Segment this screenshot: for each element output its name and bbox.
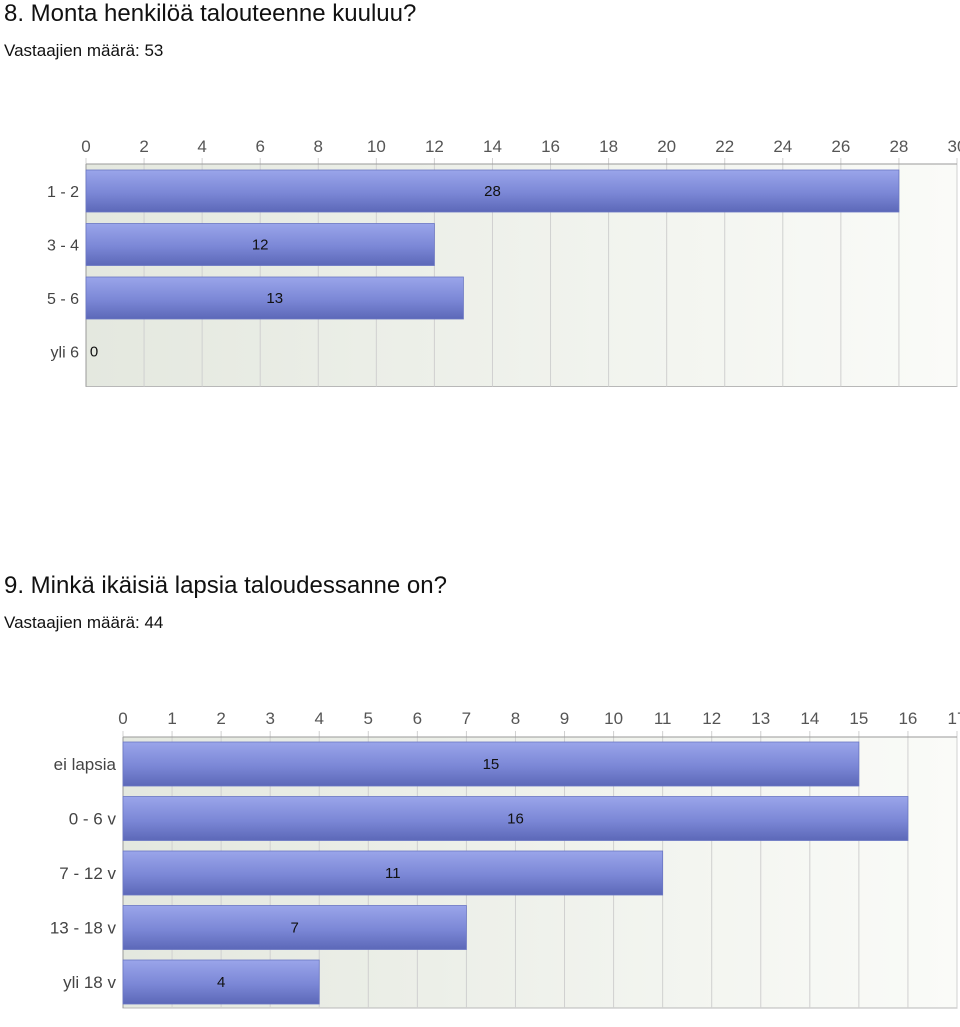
x-tick-label: 4 — [197, 137, 206, 156]
category-label: ei lapsia — [54, 755, 117, 774]
bar — [85, 276, 464, 320]
category-label: 5 - 6 — [47, 291, 79, 308]
category-label: 1 - 2 — [47, 184, 79, 201]
category-label: 3 - 4 — [47, 238, 79, 255]
category-label: 0 - 6 v — [69, 810, 117, 829]
chart-1-title: 8. Monta henkilöä talouteenne kuuluu? — [4, 0, 417, 27]
x-tick-label: 1 — [167, 709, 176, 728]
x-tick-label: 5 — [364, 709, 373, 728]
value-label: 11 — [385, 865, 401, 882]
bar — [122, 850, 664, 896]
value-label: 28 — [484, 183, 501, 200]
chart-1-subtitle: Vastaajien määrä: 53 — [4, 41, 164, 60]
x-tick-label: 12 — [425, 137, 444, 156]
category-label: yli 6 — [51, 345, 80, 362]
x-tick-label: 9 — [560, 709, 569, 728]
bar — [122, 796, 909, 841]
value-label: 12 — [252, 237, 269, 254]
x-tick-label: 18 — [599, 137, 618, 156]
x-tick-label: 30 — [948, 137, 960, 156]
bar — [122, 905, 467, 950]
x-tick-label: 15 — [849, 709, 868, 728]
x-tick-label: 8 — [511, 709, 520, 728]
value-label: 7 — [291, 920, 299, 937]
category-label: 7 - 12 v — [59, 864, 116, 883]
x-tick-label: 20 — [657, 137, 676, 156]
x-tick-label: 17 — [948, 709, 960, 728]
x-tick-label: 6 — [255, 137, 264, 156]
x-tick-label: 0 — [118, 709, 127, 728]
value-label: 0 — [90, 344, 98, 361]
x-tick-label: 10 — [367, 137, 386, 156]
x-tick-label: 14 — [483, 137, 502, 156]
x-tick-label: 24 — [773, 137, 792, 156]
x-tick-label: 0 — [81, 137, 90, 156]
x-tick-label: 2 — [139, 137, 148, 156]
category-label: yli 18 v — [63, 973, 116, 992]
x-tick-label: 16 — [898, 709, 917, 728]
chart-2-subtitle: Vastaajien määrä: 44 — [4, 613, 164, 632]
x-tick-label: 22 — [715, 137, 734, 156]
x-tick-label: 7 — [462, 709, 471, 728]
x-tick-label: 16 — [541, 137, 560, 156]
bar — [122, 959, 320, 1005]
bar — [85, 223, 435, 266]
bar — [122, 741, 860, 787]
x-tick-label: 14 — [800, 709, 819, 728]
category-label: 13 - 18 v — [50, 919, 117, 938]
bar — [85, 169, 900, 213]
x-tick-label: 8 — [314, 137, 323, 156]
x-tick-label: 10 — [604, 709, 623, 728]
x-tick-label: 6 — [413, 709, 422, 728]
value-label: 4 — [217, 974, 225, 991]
value-label: 15 — [483, 756, 500, 773]
x-tick-label: 4 — [315, 709, 324, 728]
x-tick-label: 28 — [889, 137, 908, 156]
x-tick-label: 3 — [265, 709, 274, 728]
value-label: 16 — [507, 811, 524, 828]
x-tick-label: 2 — [216, 709, 225, 728]
x-tick-label: 26 — [831, 137, 850, 156]
x-tick-label: 13 — [751, 709, 770, 728]
chart-2-title: 9. Minkä ikäisiä lapsia taloudessanne on… — [4, 572, 447, 599]
value-label: 13 — [266, 290, 283, 307]
x-tick-label: 12 — [702, 709, 721, 728]
x-tick-label: 11 — [654, 709, 672, 728]
